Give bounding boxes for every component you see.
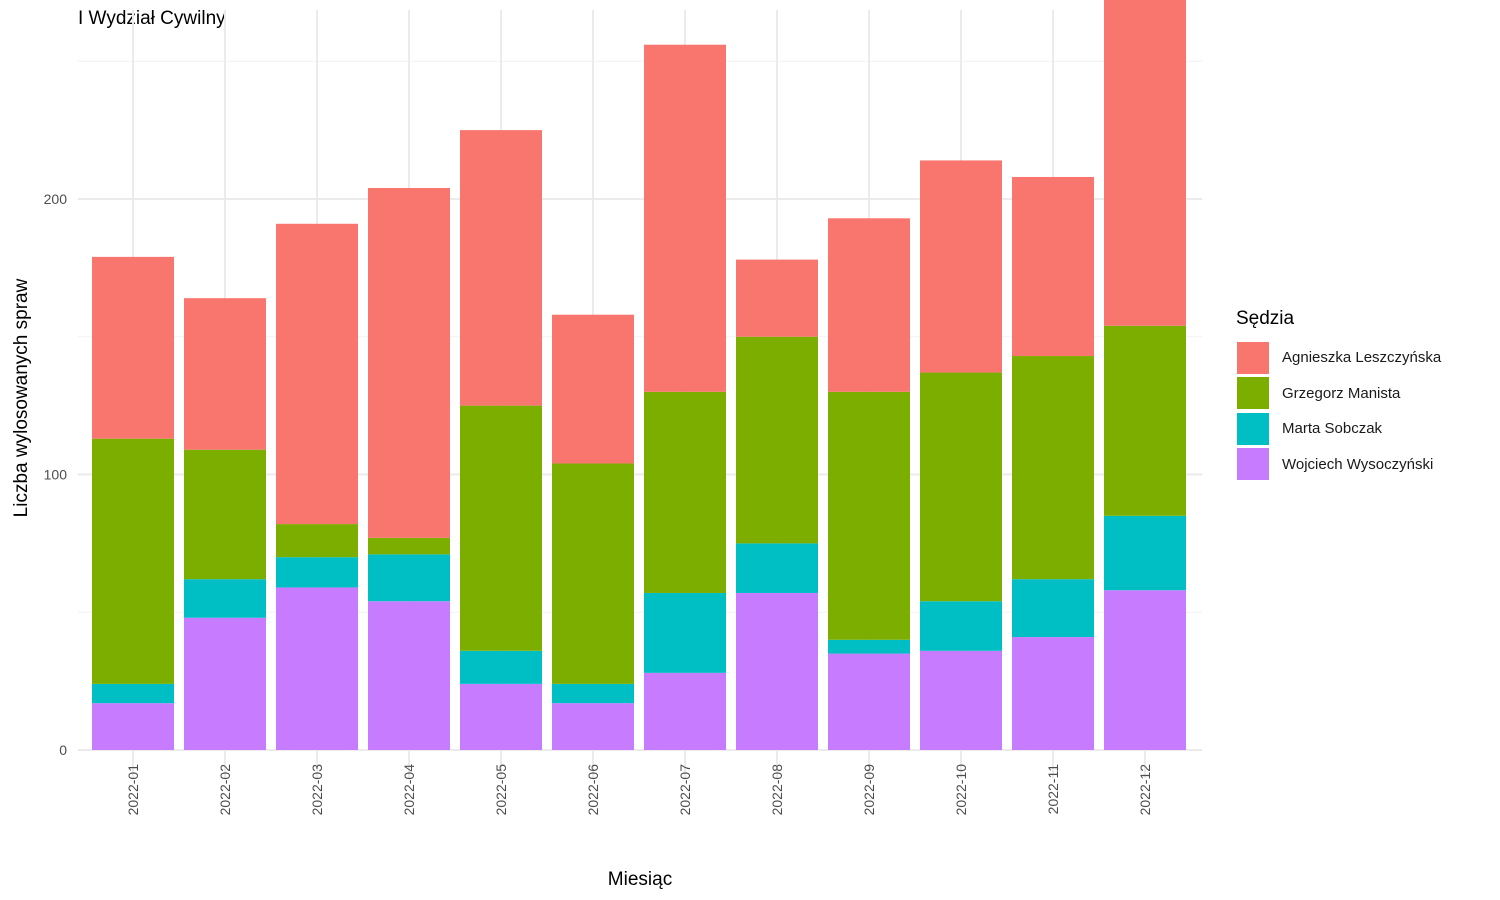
bar-segment bbox=[552, 463, 634, 684]
x-tick-label: 2022-07 bbox=[677, 764, 693, 816]
bar-segment bbox=[460, 130, 542, 406]
bar-segment bbox=[1104, 0, 1186, 326]
bar-segment bbox=[1104, 325, 1186, 516]
bar-segment bbox=[828, 639, 910, 654]
bar-segment bbox=[184, 298, 266, 450]
bar-segment bbox=[368, 187, 450, 538]
x-tick-label: 2022-05 bbox=[493, 764, 509, 816]
y-tick-label: 200 bbox=[44, 191, 68, 207]
chart-title: I Wydział Cywilny bbox=[78, 8, 226, 29]
x-axis-title: Miesiąc bbox=[608, 869, 672, 890]
bar-segment bbox=[1012, 579, 1094, 638]
x-tick-label: 2022-12 bbox=[1137, 764, 1153, 816]
x-tick-label: 2022-11 bbox=[1045, 764, 1061, 815]
bar-segment bbox=[276, 587, 358, 750]
legend-items: Agnieszka Leszczyńska Grzegorz Manista Mar… bbox=[1236, 340, 1441, 482]
bar-segment bbox=[920, 650, 1002, 750]
bar-segment bbox=[92, 256, 174, 439]
bar-segment bbox=[92, 438, 174, 684]
bar-segment bbox=[644, 672, 726, 750]
bar-segment bbox=[276, 524, 358, 558]
y-tick-label: 0 bbox=[59, 742, 67, 758]
legend-label: Agnieszka Leszczyńska bbox=[1282, 349, 1442, 367]
x-tick-label: 2022-01 bbox=[125, 764, 141, 816]
legend-label: Marta Sobczak bbox=[1282, 420, 1383, 438]
y-axis-title: Liczba wylosowanych spraw bbox=[11, 278, 32, 517]
legend-label: Wojciech Wysoczyński bbox=[1282, 455, 1434, 473]
bar-segment bbox=[1012, 637, 1094, 750]
x-tick-label: 2022-04 bbox=[401, 764, 417, 816]
bar-segment bbox=[920, 601, 1002, 651]
bar-segment bbox=[644, 391, 726, 593]
bar-segment bbox=[368, 601, 450, 750]
bar-segment bbox=[1012, 176, 1094, 357]
bar-segment bbox=[736, 336, 818, 544]
bar-segment bbox=[1104, 515, 1186, 591]
bar-segment bbox=[920, 372, 1002, 602]
x-tick-label: 2022-10 bbox=[953, 764, 969, 816]
bar-segment bbox=[828, 391, 910, 640]
bar-segment bbox=[644, 592, 726, 673]
bar-segment bbox=[736, 543, 818, 593]
bar-segment bbox=[92, 683, 174, 704]
y-tick-label: 100 bbox=[44, 467, 68, 483]
bar-segment bbox=[276, 557, 358, 588]
x-tick-label: 2022-08 bbox=[769, 764, 785, 816]
bar-segment bbox=[552, 314, 634, 464]
bar-segment bbox=[644, 44, 726, 392]
legend-swatch bbox=[1236, 447, 1270, 482]
legend-label: Grzegorz Manista bbox=[1282, 384, 1401, 402]
bar-segment bbox=[1104, 590, 1186, 750]
bar-segment bbox=[184, 449, 266, 580]
x-tick-label: 2022-03 bbox=[309, 764, 325, 816]
bar-segment bbox=[460, 683, 542, 750]
legend-swatch bbox=[1236, 411, 1270, 446]
legend-item: Marta Sobczak bbox=[1236, 411, 1441, 447]
bar-segment bbox=[828, 218, 910, 392]
legend-item: Grzegorz Manista bbox=[1236, 376, 1441, 412]
legend-item: Wojciech Wysoczyński bbox=[1236, 447, 1441, 483]
bar-segment bbox=[1012, 356, 1094, 580]
legend: Sędzia Agnieszka Leszczyńska Grzegorz Man… bbox=[1236, 308, 1441, 482]
x-tick-label: 2022-09 bbox=[861, 764, 877, 816]
y-tick-layer: 0 100 200 bbox=[44, 191, 68, 758]
bar-segment bbox=[460, 405, 542, 651]
bar-segment bbox=[368, 537, 450, 555]
legend-item: Agnieszka Leszczyńska bbox=[1236, 340, 1441, 376]
bar-segment bbox=[736, 592, 818, 750]
x-tick-label: 2022-06 bbox=[585, 764, 601, 816]
bar-segment bbox=[184, 617, 266, 750]
bar-segment bbox=[92, 703, 174, 750]
bar-segment bbox=[552, 683, 634, 704]
x-tick-label: 2022-02 bbox=[217, 764, 233, 816]
bar-segment bbox=[276, 223, 358, 525]
bar-segment bbox=[184, 579, 266, 618]
x-tick-layer: 2022-01 2022-02 2022-03 2022-04 2022-05 2022-… bbox=[125, 764, 1153, 816]
bar-segment bbox=[828, 653, 910, 750]
legend-swatch bbox=[1236, 340, 1270, 375]
legend-swatch bbox=[1236, 376, 1270, 411]
bars-layer bbox=[92, 0, 1186, 750]
bar-segment bbox=[368, 554, 450, 602]
bar-segment bbox=[920, 160, 1002, 373]
bar-segment bbox=[460, 650, 542, 684]
legend-title: Sędzia bbox=[1236, 308, 1295, 329]
bar-segment bbox=[552, 703, 634, 750]
bar-segment bbox=[736, 259, 818, 337]
